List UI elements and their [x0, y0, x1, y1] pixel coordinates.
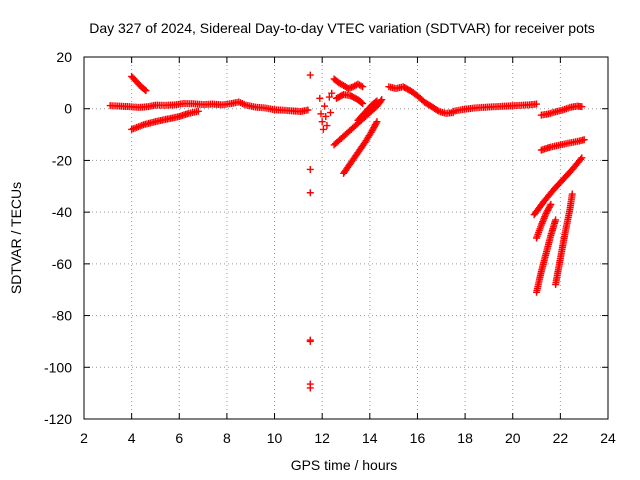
x-tick-label: 18 [457, 430, 473, 446]
data-point [319, 125, 327, 133]
data-point [359, 100, 367, 108]
data-point [306, 189, 314, 197]
x-tick-labels: 2 4 6 8 10 12 14 16 18 20 22 24 [80, 430, 616, 446]
y-tick-label: -80 [52, 308, 72, 324]
data-point [318, 118, 326, 126]
data-point [194, 107, 202, 115]
data-point [316, 94, 324, 102]
data-point [546, 202, 554, 210]
x-tick-label: 2 [80, 430, 88, 446]
data-point [552, 216, 560, 224]
y-axis-title: SDTVAR / TECUs [8, 182, 24, 294]
data-point [373, 97, 381, 105]
y-tick-label: -100 [44, 359, 72, 375]
data-point [142, 87, 150, 95]
x-tick-label: 10 [267, 430, 283, 446]
data-point [306, 71, 314, 79]
data-point [433, 106, 441, 114]
data-point [578, 154, 586, 162]
data-point [533, 100, 541, 108]
data-point [321, 102, 329, 110]
y-tick-label: 0 [64, 101, 72, 117]
x-tick-label: 22 [553, 430, 569, 446]
x-tick-label: 24 [600, 430, 616, 446]
x-tick-label: 20 [505, 430, 521, 446]
y-tick-labels: -120 -100 -80 -60 -40 -20 0 20 [44, 49, 72, 427]
data-point [357, 82, 365, 90]
data-point [317, 110, 325, 118]
data-point [359, 83, 367, 91]
data-point [306, 337, 314, 345]
x-axis-title: GPS time / hours [291, 457, 398, 473]
x-tick-label: 16 [410, 430, 426, 446]
x-tick-label: 12 [314, 430, 330, 446]
data-point [306, 165, 314, 173]
data-point [141, 86, 149, 94]
data-point [325, 93, 333, 101]
data-point [578, 103, 586, 111]
data-point [327, 109, 335, 117]
data-point [580, 136, 588, 144]
data-point [322, 112, 330, 120]
data-point [372, 119, 380, 127]
data-point [323, 122, 331, 130]
data-point [373, 118, 381, 126]
x-tick-label: 8 [223, 430, 231, 446]
data-points [106, 71, 588, 392]
data-point [328, 89, 336, 97]
y-tick-label: -60 [52, 256, 72, 272]
grid-lines [84, 57, 608, 419]
x-tick-label: 4 [128, 430, 136, 446]
y-tick-label: -40 [52, 204, 72, 220]
data-point [547, 200, 555, 208]
chart-title: Day 327 of 2024, Sidereal Day-to-day VTE… [89, 20, 595, 36]
data-point [568, 190, 576, 198]
y-tick-label: -20 [52, 152, 72, 168]
data-point [304, 106, 312, 114]
plot-frame [83, 56, 609, 420]
data-point [378, 96, 386, 104]
data-point [357, 99, 365, 107]
y-tick-label: 20 [56, 49, 72, 65]
y-tick-label: -120 [44, 411, 72, 427]
data-point [306, 384, 314, 392]
data-point [372, 98, 380, 106]
data-point [577, 155, 585, 163]
x-tick-label: 14 [362, 430, 378, 446]
x-tick-label: 6 [175, 430, 183, 446]
